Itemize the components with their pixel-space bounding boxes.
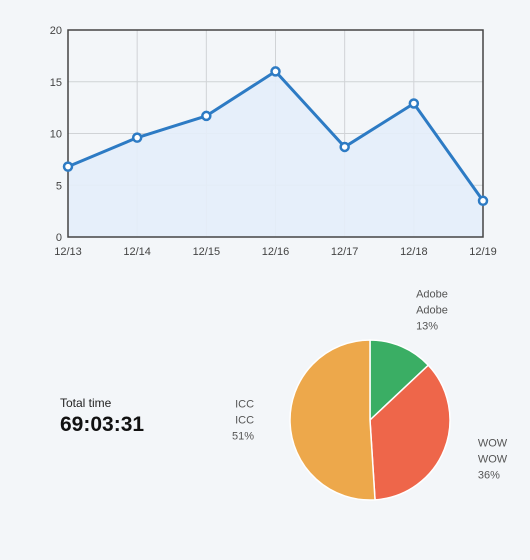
x-tick-label: 12/13: [54, 246, 82, 258]
y-tick-label: 20: [50, 25, 62, 37]
data-point: [270, 66, 281, 77]
data-point: [201, 110, 212, 122]
data-point: [131, 132, 143, 143]
pie-slice-wow: [369, 364, 451, 501]
pie-label-line: ICC: [235, 399, 254, 411]
data-point: [408, 98, 420, 109]
x-tick-label: 12/18: [400, 246, 428, 258]
pie-label-line: ICC: [235, 415, 254, 427]
pie-label-line: Adobe: [416, 305, 448, 317]
pie-label-line: WOW: [478, 438, 508, 450]
pie-label-icc: ICC ICC 51%: [232, 399, 254, 443]
data-point: [477, 195, 489, 207]
x-tick-label: 12/19: [469, 246, 497, 258]
total-time-label: Total time: [60, 396, 112, 410]
y-tick-labels: 0 5 10 15 20: [50, 25, 62, 244]
pie-slice-icc: [289, 339, 376, 501]
x-tick-labels: 12/13 12/14 12/15 12/16 12/17 12/18 12/19: [54, 246, 497, 258]
y-tick-label: 10: [50, 129, 62, 141]
pie-slices: [289, 339, 451, 501]
x-tick-label: 12/16: [262, 246, 290, 258]
pie-label-line: 13%: [416, 321, 438, 333]
data-point: [339, 141, 350, 153]
pie-label-line: 51%: [232, 431, 254, 443]
pie-label-adobe: Adobe Adobe 13%: [416, 290, 448, 333]
total-time-value: 69:03:31: [60, 413, 145, 436]
pie-label-line: WOW: [478, 454, 508, 466]
pie-label-wow: WOW WOW 36%: [478, 438, 508, 482]
pie-label-line: Adobe: [416, 290, 448, 301]
area-fill: [68, 71, 483, 238]
pie-label-line: 36%: [478, 470, 500, 482]
plot-frame: [67, 29, 484, 238]
x-tick-label: 12/15: [193, 246, 221, 258]
y-tick-label: 0: [56, 232, 62, 244]
data-point: [62, 161, 74, 172]
pie-labels: Adobe Adobe 13% WOW WOW 36% ICC ICC 51%: [232, 290, 508, 482]
y-tick-label: 15: [50, 77, 62, 89]
x-tick-label: 12/14: [123, 246, 151, 258]
pie-slice-adobe: [369, 339, 430, 422]
data-points: [62, 66, 489, 207]
x-tick-label: 12/17: [331, 246, 359, 258]
pie-chart: Adobe Adobe 13% WOW WOW 36% ICC ICC 51%: [232, 290, 508, 501]
y-tick-label: 5: [56, 180, 62, 192]
total-time-summary: Total time 69:03:31: [60, 396, 144, 437]
